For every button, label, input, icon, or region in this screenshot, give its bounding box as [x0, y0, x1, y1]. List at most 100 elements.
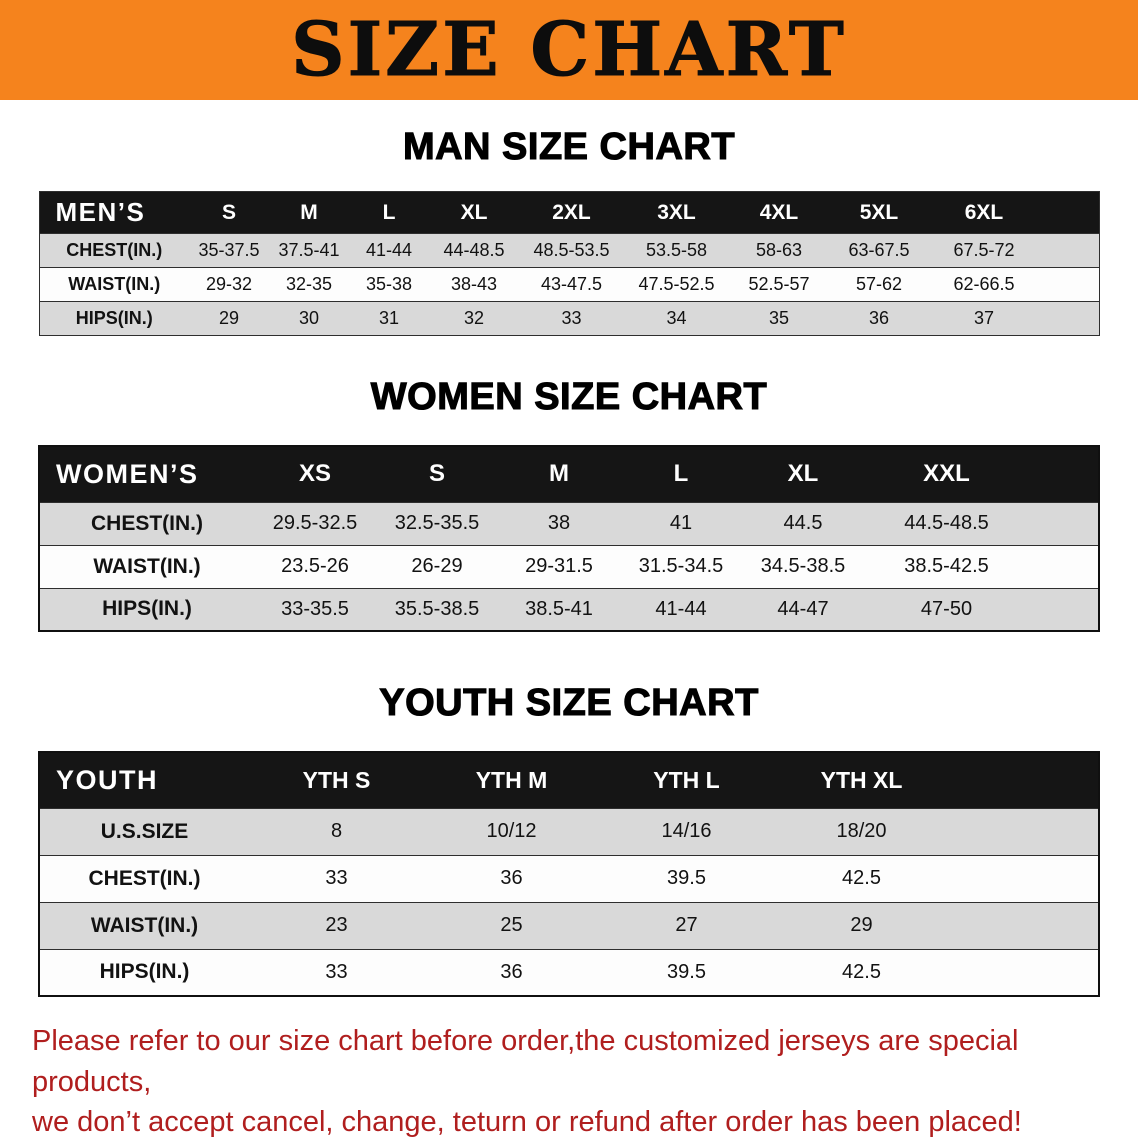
row-label: HIPS(IN.) — [102, 597, 192, 621]
youth-chest-row: CHEST(IN.) 33 36 39.5 42.5 — [39, 855, 1099, 902]
table-cell: 31.5-34.5 — [638, 555, 724, 577]
women-section-heading: WOMEN SIZE CHART — [370, 375, 768, 418]
table-cell: 38.5-41 — [525, 597, 593, 620]
row-label: U.S.SIZE — [100, 819, 189, 843]
column-header: XXL — [923, 460, 970, 488]
table-cell: 44.5-48.5 — [904, 512, 989, 534]
column-header: 4XL — [759, 200, 799, 224]
row-label: WAIST(IN.) — [68, 274, 161, 294]
table-cell: 37.5-41 — [278, 240, 340, 260]
table-cell: 33 — [325, 960, 348, 983]
table-cell: 31 — [378, 308, 400, 328]
women-section: WOMEN SIZE CHART WOMEN’S XS S M L XL XXL — [0, 336, 1138, 632]
table-cell: 67.5-72 — [953, 240, 1015, 260]
row-label: WAIST(IN.) — [93, 554, 201, 578]
filler-cell — [1029, 545, 1099, 588]
table-cell: 33 — [325, 867, 348, 889]
table-cell: 23 — [325, 914, 348, 936]
youth-hips-row: HIPS(IN.) 33 36 39.5 42.5 — [39, 949, 1099, 996]
row-label: WAIST(IN.) — [90, 913, 199, 937]
youth-waist-row: WAIST(IN.) 23 25 27 29 — [39, 902, 1099, 949]
table-cell: 23.5-26 — [281, 555, 349, 577]
filler-cell — [1039, 302, 1099, 336]
table-cell: 29.5-32.5 — [272, 512, 358, 534]
filler-cell — [949, 808, 1099, 855]
table-cell: 47-50 — [920, 597, 973, 620]
table-cell: 32 — [463, 308, 485, 328]
table-cell: 29 — [850, 914, 873, 936]
filler-cell — [949, 949, 1099, 996]
table-cell: 36 — [868, 308, 890, 328]
table-cell: 34 — [666, 308, 687, 328]
table-cell: 27 — [675, 914, 698, 936]
table-cell: 41 — [669, 512, 693, 534]
table-cell: 25 — [500, 914, 523, 936]
row-label: CHEST(IN.) — [66, 240, 163, 260]
row-label: CHEST(IN.) — [88, 866, 201, 890]
column-header: YTH M — [475, 766, 548, 793]
women-table-header-row: WOMEN’S XS S M L XL XXL — [39, 446, 1099, 502]
men-section-heading: MAN SIZE CHART — [402, 125, 736, 168]
table-cell: 48.5-53.5 — [533, 240, 610, 260]
youth-table-corner-header: YOUTH — [56, 764, 158, 795]
table-cell: 14/16 — [661, 820, 712, 842]
table-cell: 29 — [218, 308, 240, 328]
youth-table-header-row: YOUTH YTH S YTH M YTH L YTH XL — [39, 752, 1099, 808]
filler-cell — [1029, 588, 1099, 631]
table-cell: 32-35 — [285, 274, 333, 294]
column-header: S — [221, 200, 236, 224]
table-cell: 38-43 — [450, 274, 498, 294]
page-title: SIZE CHART — [291, 7, 847, 93]
men-section: MAN SIZE CHART MEN’S S M L XL 2XL 3XL 4X… — [0, 100, 1138, 336]
table-cell: 58-63 — [755, 240, 803, 260]
column-header: 6XL — [964, 200, 1004, 224]
women-hips-row: HIPS(IN.) 33-35.5 35.5-38.5 38.5-41 41-4… — [39, 588, 1099, 631]
column-header: M — [549, 460, 569, 488]
table-cell: 30 — [298, 308, 320, 328]
row-label: HIPS(IN.) — [99, 960, 190, 984]
table-cell: 42.5 — [842, 867, 881, 889]
women-size-table: WOMEN’S XS S M L XL XXL CHEST(IN.) 29.5-… — [38, 445, 1100, 632]
table-cell: 43-47.5 — [540, 274, 603, 294]
table-cell: 44-48.5 — [443, 240, 505, 260]
youth-size-table: YOUTH YTH S YTH M YTH L YTH XL U.S.SIZE … — [38, 751, 1100, 997]
column-header: L — [673, 460, 689, 488]
table-cell: 62-66.5 — [953, 274, 1015, 294]
table-cell: 39.5 — [667, 867, 706, 889]
disclaimer-line-2: we don’t accept cancel, change, teturn o… — [32, 1106, 1022, 1139]
table-cell: 35-37.5 — [198, 240, 260, 260]
table-cell: 42.5 — [842, 960, 881, 983]
table-cell: 35.5-38.5 — [394, 597, 480, 620]
youth-section: YOUTH SIZE CHART YOUTH YTH S YTH M YTH L… — [0, 632, 1138, 997]
men-chest-row: CHEST(IN.) 35-37.5 37.5-41 41-44 44-48.5… — [39, 233, 1099, 268]
disclaimer-line-1: Please refer to our size chart before or… — [32, 1025, 1019, 1098]
men-table-corner-header: MEN’S — [55, 197, 146, 227]
table-cell: 33 — [561, 308, 582, 328]
table-cell: 52.5-57 — [748, 274, 810, 294]
table-cell: 35 — [768, 308, 790, 328]
filler-cell — [1029, 502, 1099, 545]
men-waist-row: WAIST(IN.) 29-32 32-35 35-38 38-43 43-47… — [39, 267, 1099, 302]
table-cell: 34.5-38.5 — [760, 555, 846, 577]
column-header: YTH L — [653, 766, 720, 793]
filler-cell — [1039, 234, 1099, 268]
table-cell: 8 — [330, 820, 343, 842]
column-header: S — [428, 460, 445, 488]
filler-cell — [1029, 446, 1099, 502]
table-cell: 38 — [547, 512, 571, 534]
column-header: YTH S — [302, 766, 371, 793]
column-header: M — [300, 200, 318, 224]
table-cell: 39.5 — [667, 960, 706, 983]
youth-section-heading: YOUTH SIZE CHART — [379, 681, 759, 724]
table-cell: 37 — [973, 308, 995, 328]
table-cell: 57-62 — [855, 274, 903, 294]
youth-us-size-row: U.S.SIZE 8 10/12 14/16 18/20 — [39, 808, 1099, 855]
table-cell: 18/20 — [836, 820, 887, 842]
table-cell: 32.5-35.5 — [394, 512, 480, 534]
table-cell: 44.5 — [783, 512, 823, 534]
column-header: XL — [460, 200, 488, 224]
table-cell: 33-35.5 — [281, 597, 349, 620]
table-cell: 36 — [500, 960, 523, 983]
filler-cell — [1039, 268, 1099, 302]
